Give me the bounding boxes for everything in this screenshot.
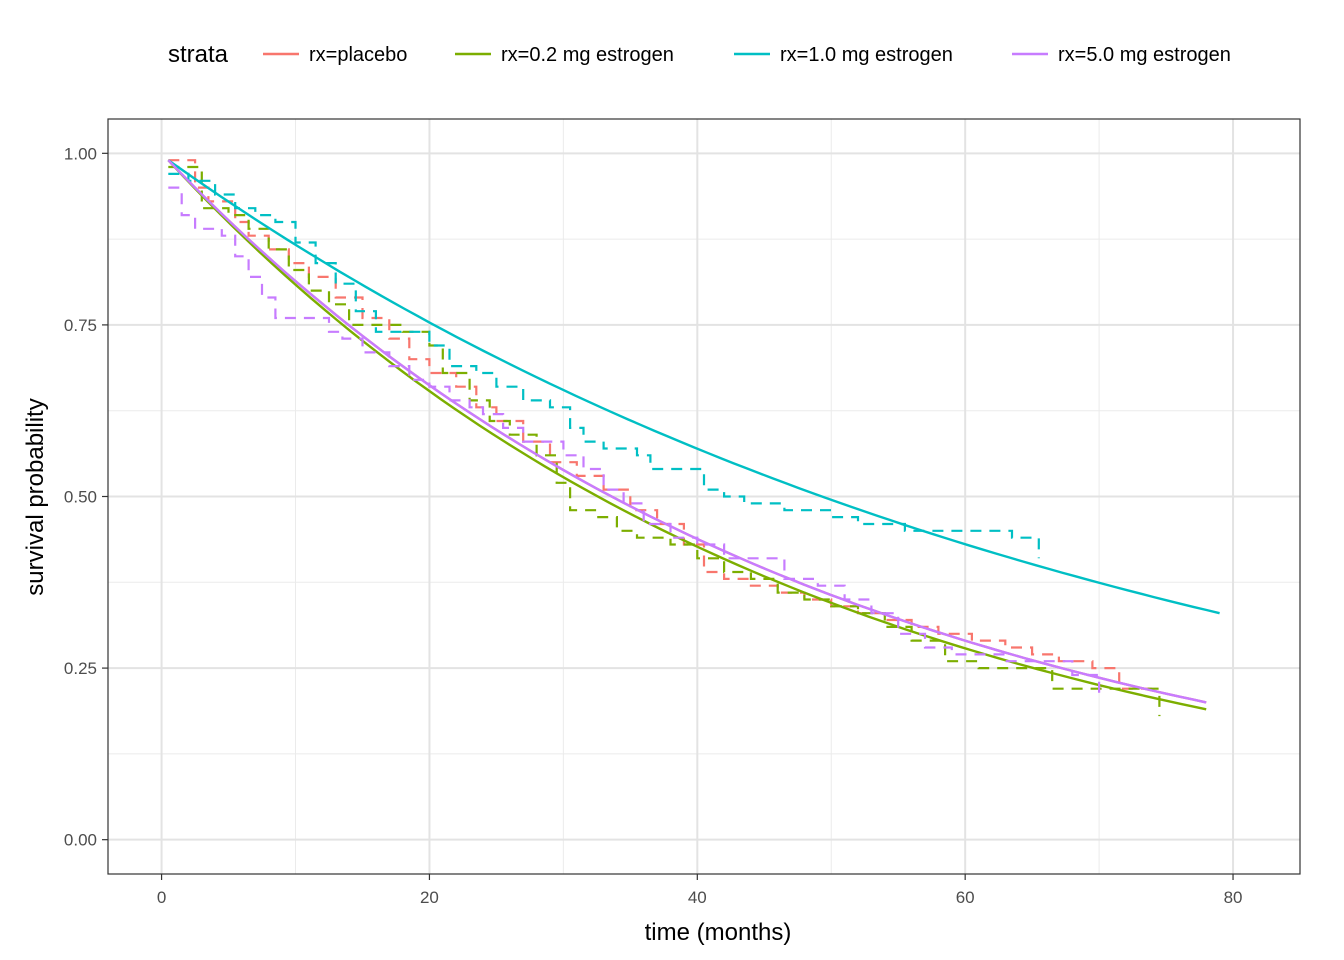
- y-tick-label: 0.00: [64, 831, 97, 850]
- legend-title: strata: [168, 41, 229, 68]
- fitted-curve: [167, 159, 1207, 704]
- fitted-curve: [167, 159, 1207, 711]
- x-axis: 0 20 40 60 80: [157, 874, 1243, 907]
- y-tick-label: 0.25: [64, 659, 97, 678]
- x-tick-label: 60: [956, 888, 975, 907]
- y-tick-label: 1.00: [64, 144, 97, 163]
- x-tick-label: 20: [420, 888, 439, 907]
- series-4: [167, 159, 1207, 704]
- x-axis-title: time (months): [645, 919, 792, 946]
- legend: strata rx=placebo rx=0.2 mg estrogen rx=1.…: [168, 41, 1231, 68]
- km-step-curve: [168, 186, 1101, 696]
- legend-entry-label: rx=5.0 mg estrogen: [1058, 44, 1231, 66]
- x-tick-label: 80: [1224, 888, 1243, 907]
- km-step-curve: [168, 165, 1161, 717]
- x-tick-label: 40: [688, 888, 707, 907]
- y-tick-label: 0.50: [64, 488, 97, 507]
- legend-entry-label: rx=0.2 mg estrogen: [501, 44, 674, 66]
- grid-lines: [108, 119, 1300, 874]
- series-layer: [167, 159, 1220, 717]
- fitted-curve: [167, 159, 1220, 615]
- legend-entry-label: rx=1.0 mg estrogen: [780, 44, 953, 66]
- km-step-curve: [168, 172, 1040, 559]
- x-tick-label: 0: [157, 888, 166, 907]
- series-3: [167, 159, 1220, 615]
- legend-entry-label: rx=placebo: [309, 44, 407, 66]
- y-axis: 0.00 0.25 0.50 0.75 1.00: [64, 144, 108, 850]
- y-axis-title: survival probability: [22, 398, 49, 595]
- series-2: [167, 159, 1207, 717]
- y-tick-label: 0.75: [64, 316, 97, 335]
